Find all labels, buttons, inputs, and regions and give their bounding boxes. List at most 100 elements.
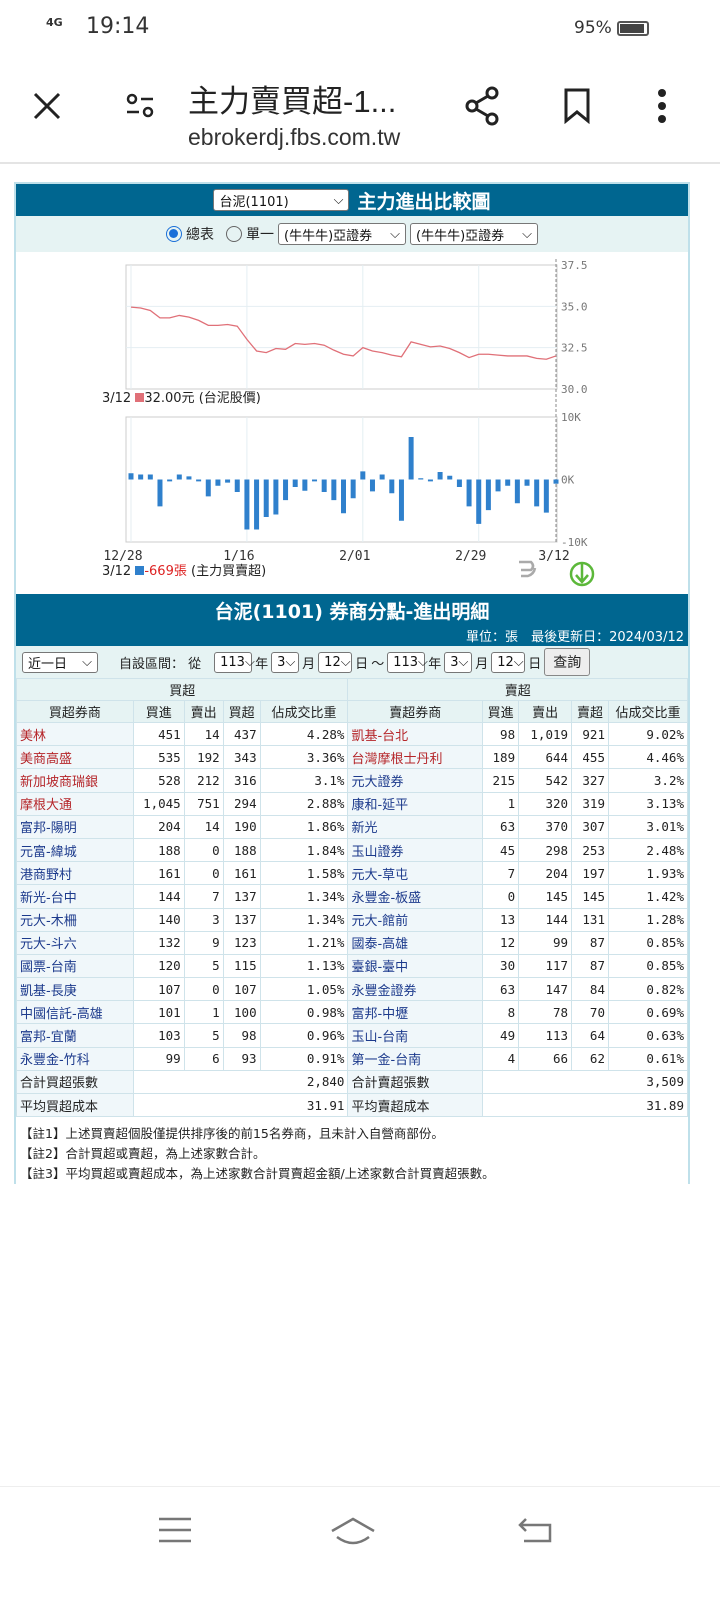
sell-broker-link[interactable]: 永豐金-板盛 <box>347 884 484 909</box>
sell-broker-link[interactable]: 臺銀-臺中 <box>347 953 484 979</box>
sell-cell: 4.46% <box>607 745 689 770</box>
buy-broker-link[interactable]: 中國信託-高雄 <box>16 1000 134 1025</box>
close-icon[interactable] <box>25 84 69 128</box>
buy-broker-link[interactable]: 新光-台中 <box>16 884 134 909</box>
volume-bar <box>485 479 491 511</box>
sell-broker-link[interactable]: 凱基-台北 <box>347 721 484 747</box>
home-icon[interactable] <box>328 1515 378 1555</box>
query-button[interactable]: 查詢 <box>544 648 591 676</box>
buy-broker-link[interactable]: 港商野村 <box>16 861 134 886</box>
to-day-select[interactable]: 12 ⌵ <box>491 651 526 673</box>
buy-broker-link[interactable]: 富邦-宜蘭 <box>16 1023 134 1048</box>
to-day-value: 12 <box>497 654 514 670</box>
from-year-select[interactable]: 113 ⌵ <box>214 651 255 673</box>
buy-broker-link[interactable]: 元大-木柵 <box>16 907 134 932</box>
buy-cell: 1.34% <box>259 884 349 909</box>
buy-cell: 14 <box>183 814 224 839</box>
buy-broker-link[interactable]: 元大-斗六 <box>16 930 134 955</box>
broker-select-1[interactable]: (牛牛牛)亞證券 ⌵ <box>278 223 406 245</box>
buy-group-header: 買超 <box>15 678 349 701</box>
buy-broker-link[interactable]: 美商高盛 <box>16 745 134 770</box>
buy-broker-link[interactable]: 永豐金-竹科 <box>16 1046 134 1071</box>
sell-cell: 98 <box>482 721 520 747</box>
sell-broker-link[interactable]: 新光 <box>347 814 484 839</box>
sell-cell: 145 <box>518 884 573 909</box>
share-icon[interactable] <box>460 84 504 128</box>
sell-avg-value: 31.89 <box>482 1092 688 1118</box>
avg-row: 平均買超成本 31.91 平均賣超成本 31.89 <box>16 1092 688 1118</box>
sell-broker-link[interactable]: 玉山證券 <box>347 837 484 863</box>
buy-cell: 451 <box>132 721 185 747</box>
sell-cell: 2.48% <box>607 837 689 863</box>
bookmark-icon[interactable] <box>555 84 599 128</box>
buy-broker-link[interactable]: 元富-緯城 <box>16 837 134 863</box>
broker-select-2[interactable]: (牛牛牛)亞證券 ⌵ <box>410 223 538 245</box>
sell-cell: 62 <box>571 1046 609 1071</box>
sell-broker-link[interactable]: 元大-館前 <box>347 907 484 932</box>
back-icon[interactable] <box>516 1515 566 1555</box>
buy-cell: 437 <box>222 721 261 747</box>
period-select[interactable]: 近一日 ⌵ <box>22 651 98 673</box>
sell-cell: 1,019 <box>518 721 573 747</box>
buy-broker-link[interactable]: 凱基-長庚 <box>16 977 134 1002</box>
sell-col-header: 買進 <box>482 700 520 723</box>
buy-cell: 316 <box>222 768 261 793</box>
more-menu-icon[interactable] <box>640 84 684 128</box>
radio-total-label: 總表 <box>186 227 214 243</box>
sell-cell: 4 <box>482 1046 520 1071</box>
buy-broker-link[interactable]: 國票-台南 <box>16 953 134 979</box>
from-day-select[interactable]: 12 ⌵ <box>318 651 353 673</box>
stock-select-value: 台泥(1101) <box>219 194 289 210</box>
chart-header: 台泥(1101) ⌵ 主力進出比較圖 <box>16 184 688 216</box>
radio-total[interactable] <box>166 226 182 242</box>
stock-select[interactable]: 台泥(1101) ⌵ <box>213 189 350 211</box>
buy-cell: 107 <box>222 977 261 1002</box>
to-year-select[interactable]: 113 ⌵ <box>387 651 428 673</box>
buy-broker-link[interactable]: 美林 <box>16 721 134 747</box>
sell-broker-link[interactable]: 康和-延平 <box>347 791 484 816</box>
radio-single[interactable] <box>226 226 242 242</box>
buy-cell: 751 <box>183 791 224 816</box>
price-legend-name: (台泥股價) <box>198 391 261 406</box>
from-month-select[interactable]: 3 ⌵ <box>271 651 300 673</box>
reset-zoom-icon[interactable] <box>516 556 540 580</box>
volume-bar <box>418 478 424 480</box>
buy-broker-link[interactable]: 富邦-陽明 <box>16 814 134 839</box>
volume-bar <box>292 479 298 487</box>
sell-broker-link[interactable]: 台灣摩根士丹利 <box>347 745 484 770</box>
volume-bar <box>244 479 250 530</box>
sell-cell: 64 <box>571 1023 609 1048</box>
buy-broker-link[interactable]: 新加坡商瑞銀 <box>16 768 134 793</box>
volume-bar <box>225 479 231 483</box>
download-icon[interactable] <box>568 558 596 590</box>
table-row: 美商高盛 535 192 343 3.36% 台灣摩根士丹利 189 644 455 4.46% <box>16 745 689 770</box>
note-3: 【註3】平均買超或賣超成本，為上述家數合計買賣超金額/上述家數合計買賣超張數。 <box>20 1166 495 1181</box>
volume-bar <box>167 479 173 482</box>
price-y-tick: 35.0 <box>561 300 588 313</box>
buy-cell: 0 <box>183 837 224 863</box>
sell-broker-link[interactable]: 元大證券 <box>347 768 484 793</box>
volume-bar <box>302 479 308 491</box>
totals-row: 合計買超張數 2,840 合計賣超張數 3,509 <box>16 1069 688 1095</box>
sell-broker-link[interactable]: 元大-草屯 <box>347 861 484 886</box>
price-y-tick: 30.0 <box>561 383 588 396</box>
sell-broker-link[interactable]: 國泰-高雄 <box>347 930 484 955</box>
sell-cell: 87 <box>571 953 609 979</box>
page-url[interactable]: ebrokerdj.fbs.com.tw <box>188 124 401 150</box>
volume-bar <box>456 479 462 487</box>
sell-broker-link[interactable]: 第一金-台南 <box>347 1046 484 1071</box>
price-y-tick: 37.5 <box>561 259 588 272</box>
table-row: 中國信託-高雄 101 1 100 0.98% 富邦-中壢 8 78 70 0.69% <box>16 1000 689 1025</box>
sell-broker-link[interactable]: 富邦-中壢 <box>347 1000 484 1025</box>
recent-apps-icon[interactable] <box>155 1515 205 1555</box>
to-month-select[interactable]: 3 ⌵ <box>444 651 473 673</box>
sell-cell: 189 <box>482 745 520 770</box>
buy-broker-link[interactable]: 摩根大通 <box>16 791 134 816</box>
sell-broker-link[interactable]: 玉山-台南 <box>347 1023 484 1048</box>
buy-cell: 528 <box>132 768 185 793</box>
buy-cell: 140 <box>132 907 185 932</box>
volume-bar <box>389 479 395 494</box>
sell-broker-link[interactable]: 永豐金證券 <box>347 977 484 1002</box>
site-settings-icon[interactable] <box>118 84 162 128</box>
volume-legend-swatch <box>135 566 145 575</box>
